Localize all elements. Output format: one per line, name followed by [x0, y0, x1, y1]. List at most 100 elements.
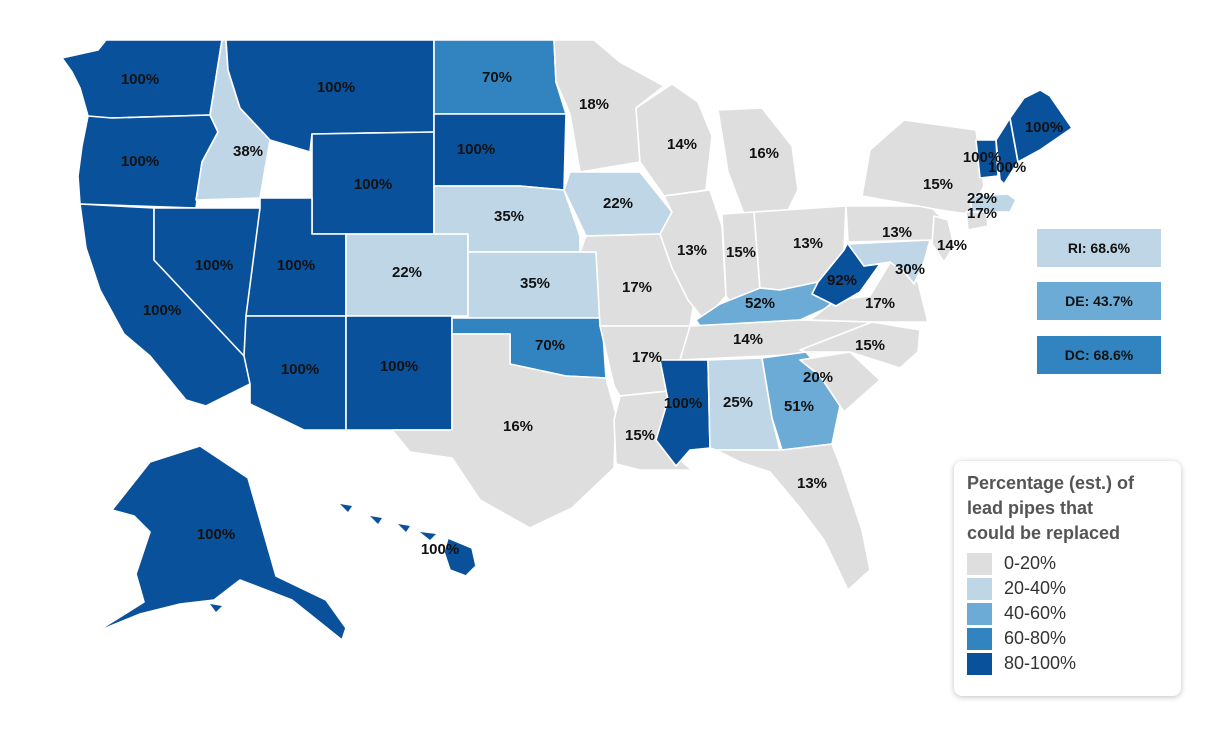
- state-label-georgia: 51%: [784, 398, 814, 415]
- state-south-carolina: [799, 351, 881, 413]
- state-hawaii-island: [340, 504, 352, 512]
- state-label-mississippi: 100%: [664, 395, 702, 412]
- state-label-south-carolina: 20%: [803, 369, 833, 386]
- state-maine: [1009, 89, 1073, 163]
- state-south-dakota: [433, 113, 567, 191]
- state-hawaii-island: [370, 516, 382, 524]
- rhode-island-callout-label: RI: 68.6%: [1067, 240, 1131, 256]
- legend-label-60-80: 60-80%: [1004, 628, 1067, 648]
- state-label-new-york: 15%: [923, 176, 953, 193]
- state-label-missouri: 17%: [622, 279, 652, 296]
- state-label-oregon: 100%: [121, 153, 159, 170]
- state-label-michigan: 16%: [749, 145, 779, 162]
- state-label-california: 100%: [143, 302, 181, 319]
- state-massachusetts: [969, 193, 1017, 213]
- legend-item-0-20: 0-20%: [967, 551, 1169, 576]
- legend-swatch-80-100: [967, 652, 992, 675]
- state-label-hawaii: 100%: [421, 541, 459, 558]
- legend-label-20-40: 20-40%: [1004, 578, 1067, 598]
- state-illinois: [659, 189, 727, 321]
- state-label-colorado: 22%: [392, 264, 422, 281]
- state-label-arizona: 100%: [281, 361, 319, 378]
- state-label-illinois: 13%: [677, 242, 707, 259]
- state-label-new-jersey: 14%: [937, 237, 967, 254]
- state-alaska-island: [306, 600, 314, 612]
- state-wisconsin: [635, 83, 713, 197]
- state-label-montana: 100%: [317, 79, 355, 96]
- dc-callout: DC: 68.6%: [1037, 336, 1161, 374]
- state-mississippi: [655, 359, 711, 467]
- state-labels: 100%100%100%38%100%100%100%100% 22%100% 10…: [121, 69, 1063, 558]
- state-label-maine: 100%: [1025, 119, 1063, 136]
- state-label-florida: 13%: [797, 475, 827, 492]
- legend-label-0-20: 0-20%: [1004, 553, 1057, 573]
- state-label-wyoming: 100%: [354, 176, 392, 193]
- state-label-louisiana: 15%: [625, 427, 655, 444]
- state-label-ohio: 13%: [793, 235, 823, 252]
- legend-item-20-40: 20-40%: [967, 576, 1169, 601]
- state-alaska: [95, 445, 347, 641]
- state-label-north-dakota: 70%: [482, 69, 512, 86]
- state-shapes: [61, 39, 1073, 641]
- state-alaska-island: [292, 590, 300, 602]
- legend-swatch-60-80: [967, 627, 992, 650]
- state-hawaii: [443, 537, 477, 577]
- state-label-pennsylvania: 13%: [882, 224, 912, 241]
- state-label-alaska: 100%: [197, 526, 235, 543]
- legend-swatch-0-20: [967, 552, 992, 575]
- state-label-kentucky: 52%: [745, 295, 775, 312]
- state-hawaii-island: [420, 532, 436, 540]
- delaware-callout: DE: 43.7%: [1037, 282, 1161, 320]
- state-label-connecticut: 17%: [967, 205, 997, 222]
- state-label-oklahoma: 70%: [535, 337, 565, 354]
- state-maryland: [847, 239, 931, 285]
- state-label-wisconsin: 14%: [667, 136, 697, 153]
- state-label-south-dakota: 100%: [457, 141, 495, 158]
- state-michigan: [717, 107, 799, 215]
- legend-label-80-100: 80-100%: [1004, 653, 1077, 673]
- state-label-indiana: 15%: [726, 244, 756, 261]
- legend-swatch-20-40: [967, 577, 992, 600]
- state-label-utah: 100%: [277, 257, 315, 274]
- legend: Percentage (est.) of lead pipes that cou…: [954, 461, 1181, 696]
- state-label-maryland: 30%: [895, 261, 925, 278]
- state-alaska-island: [210, 604, 222, 612]
- state-label-alabama: 25%: [723, 394, 753, 411]
- state-label-texas: 16%: [503, 418, 533, 435]
- state-label-minnesota: 18%: [579, 96, 609, 113]
- state-label-nevada: 100%: [195, 257, 233, 274]
- state-new-jersey: [931, 215, 955, 263]
- state-label-idaho: 38%: [233, 143, 263, 160]
- legend-label-40-60: 40-60%: [1004, 603, 1067, 623]
- legend-title-line-1: Percentage (est.) of: [967, 473, 1135, 493]
- legend-swatch-40-60: [967, 602, 992, 625]
- state-vermont: [975, 139, 999, 179]
- state-label-iowa: 22%: [603, 195, 633, 212]
- rhode-island-callout: RI: 68.6%: [1037, 229, 1161, 267]
- state-label-new-hampshire: 100%: [988, 159, 1026, 176]
- legend-title-line-2: lead pipes that: [967, 498, 1094, 518]
- state-north-carolina: [799, 321, 921, 369]
- state-label-washington: 100%: [121, 71, 159, 88]
- state-hawaii-island: [398, 524, 410, 532]
- state-label-virginia: 17%: [865, 295, 895, 312]
- state-alaska-island: [318, 610, 326, 622]
- legend-item-40-60: 40-60%: [967, 601, 1169, 626]
- legend-item-60-80: 60-80%: [967, 626, 1169, 651]
- legend-title-line-3: could be replaced: [967, 523, 1121, 543]
- legend-title: Percentage (est.) of lead pipes that cou…: [967, 471, 1169, 546]
- state-label-vermont: 100%: [963, 149, 1001, 166]
- state-label-new-mexico: 100%: [380, 358, 418, 375]
- state-label-west-virginia: 92%: [827, 272, 857, 289]
- state-label-tennessee: 14%: [733, 331, 763, 348]
- state-virginia: [809, 255, 929, 323]
- state-florida: [715, 443, 871, 591]
- state-label-north-carolina: 15%: [855, 337, 885, 354]
- state-north-dakota: [433, 39, 567, 115]
- delaware-callout-label: DE: 43.7%: [1065, 293, 1133, 309]
- state-new-york: [861, 119, 985, 215]
- state-label-nebraska: 35%: [494, 208, 524, 225]
- state-label-massachusetts: 22%: [967, 190, 997, 207]
- dc-callout-label: DC: 68.6%: [1064, 347, 1134, 363]
